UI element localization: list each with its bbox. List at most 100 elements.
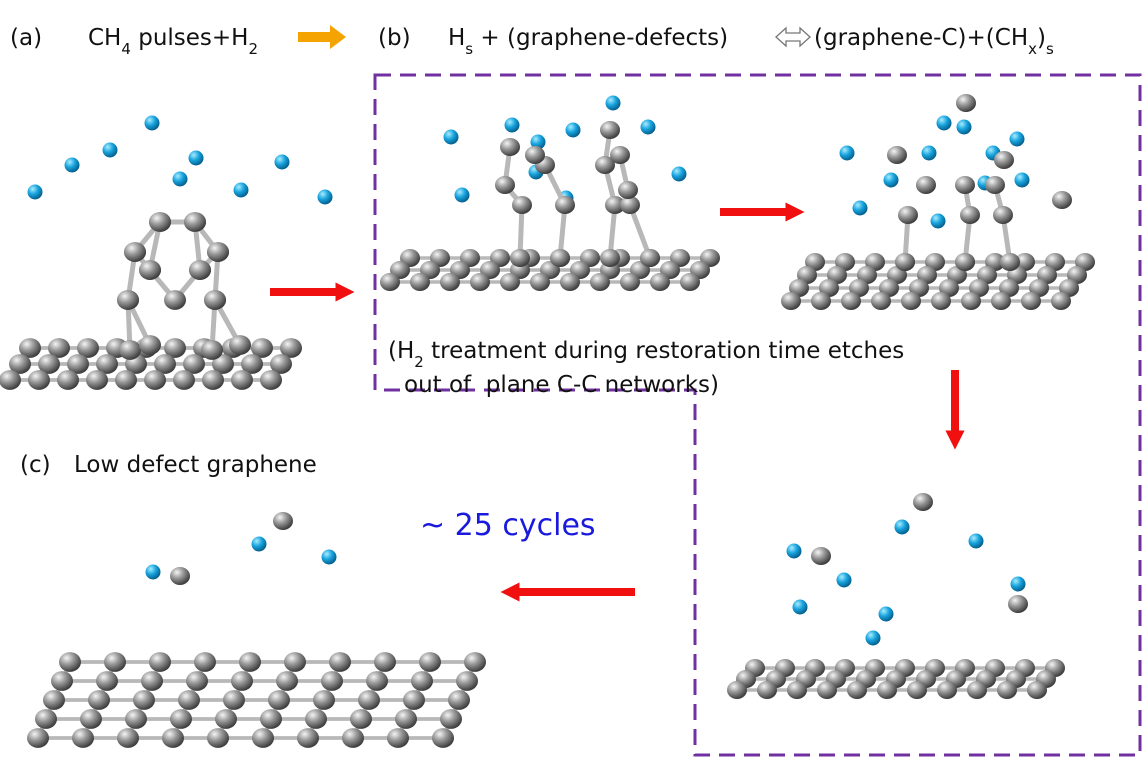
carbon-atom bbox=[411, 671, 433, 691]
text-part: s bbox=[1046, 40, 1054, 58]
hydrogen-atom bbox=[937, 116, 952, 131]
carbon-atom bbox=[231, 370, 253, 390]
hydrogen-atom bbox=[853, 201, 868, 216]
double-arrow bbox=[776, 28, 810, 46]
carbon-atom bbox=[464, 652, 486, 672]
carbon-atom bbox=[600, 249, 620, 267]
reaction-right: (graphene-C)+(CHx)s bbox=[814, 25, 1054, 58]
carbon-atom bbox=[117, 290, 139, 310]
carbon-atom bbox=[403, 690, 425, 710]
reaction-left: Hs + (graphene-defects) bbox=[448, 25, 728, 58]
caption: Low defect graphene bbox=[74, 452, 317, 478]
carbon-atom bbox=[284, 652, 306, 672]
carbon-atom bbox=[43, 690, 65, 710]
text-part: x bbox=[1028, 40, 1037, 58]
carbon-atom bbox=[149, 652, 171, 672]
carbon-atom bbox=[510, 249, 530, 267]
text-part: CH bbox=[88, 25, 121, 51]
carbon-atom bbox=[1008, 595, 1028, 613]
carbon-atom bbox=[811, 292, 831, 310]
carbon-atom bbox=[321, 671, 343, 691]
carbon-atom bbox=[260, 709, 282, 729]
hydrogen-atom bbox=[252, 537, 267, 552]
carbon-atom bbox=[787, 681, 807, 699]
carbon-atom bbox=[871, 292, 891, 310]
formula: CH4 pulses+H2 bbox=[88, 25, 258, 58]
carbon-atom bbox=[202, 370, 224, 390]
carbon-atom bbox=[931, 292, 951, 310]
carbon-atom bbox=[119, 340, 141, 360]
hydrogen-atom bbox=[145, 116, 160, 131]
carbon-atom bbox=[201, 340, 223, 360]
hydrogen-atom bbox=[931, 214, 946, 229]
carbon-atom bbox=[178, 690, 200, 710]
carbon-atom bbox=[273, 512, 293, 530]
carbon-atom bbox=[512, 196, 532, 214]
hydrogen-atom bbox=[173, 172, 188, 187]
hydrogen-atom bbox=[505, 118, 520, 133]
carbon-atom bbox=[530, 273, 550, 291]
carbon-atom bbox=[380, 273, 400, 291]
hydrogen-atom bbox=[866, 631, 881, 646]
carbon-atom bbox=[268, 690, 290, 710]
text-part: s bbox=[465, 40, 473, 58]
hydrogen-atom bbox=[672, 167, 687, 182]
carbon-atom bbox=[985, 176, 1005, 194]
carbon-atom bbox=[419, 652, 441, 672]
carbon-atom bbox=[313, 690, 335, 710]
hydrogen-atom bbox=[793, 600, 808, 615]
carbon-atom bbox=[817, 681, 837, 699]
hydrogen-atom bbox=[641, 120, 656, 135]
carbon-atom bbox=[194, 652, 216, 672]
carbon-atom bbox=[1027, 681, 1047, 699]
hydrogen-atom bbox=[1010, 132, 1025, 147]
carbon-atom bbox=[28, 370, 50, 390]
carbon-atom bbox=[956, 94, 976, 112]
carbon-atom bbox=[231, 671, 253, 691]
carbon-atom bbox=[440, 273, 460, 291]
carbon-atom bbox=[600, 121, 620, 139]
carbon-atom bbox=[96, 671, 118, 691]
carbon-atom bbox=[937, 681, 957, 699]
carbon-atom bbox=[0, 370, 21, 390]
hydrogen-atom bbox=[879, 607, 894, 622]
carbon-atom bbox=[640, 249, 660, 267]
carbon-atom bbox=[305, 709, 327, 729]
carbon-atom bbox=[189, 260, 211, 280]
carbon-atom bbox=[895, 253, 915, 271]
carbon-atom bbox=[207, 728, 229, 748]
carbon-atom bbox=[1052, 191, 1072, 209]
carbon-atom bbox=[57, 370, 79, 390]
carbon-atom bbox=[35, 709, 57, 729]
text-part: 2 bbox=[248, 40, 258, 58]
text-part: 4 bbox=[121, 40, 131, 58]
carbon-atom bbox=[164, 290, 186, 310]
carbon-atom bbox=[104, 652, 126, 672]
text-part: (H bbox=[388, 338, 414, 364]
carbon-atom bbox=[173, 370, 195, 390]
carbon-atom bbox=[207, 242, 229, 262]
hydrogen-atom bbox=[322, 550, 337, 565]
carbon-atom bbox=[781, 292, 801, 310]
note: (H2 treatment during restoration time et… bbox=[388, 338, 904, 371]
hydrogen-atom bbox=[275, 155, 290, 170]
carbon-atom bbox=[680, 273, 700, 291]
carbon-atom bbox=[184, 212, 206, 232]
carbon-atom bbox=[239, 652, 261, 672]
hydrogen-atom bbox=[840, 146, 855, 161]
hydrogen-atom bbox=[837, 573, 852, 588]
carbon-atom bbox=[170, 567, 190, 585]
carbon-atom bbox=[961, 292, 981, 310]
carbon-atom bbox=[170, 709, 192, 729]
text-part: 2 bbox=[414, 353, 424, 371]
hydrogen-atom bbox=[65, 158, 80, 173]
carbon-atom bbox=[80, 709, 102, 729]
carbon-atom bbox=[525, 146, 545, 164]
carbon-atom bbox=[139, 260, 161, 280]
carbon-atom bbox=[149, 212, 171, 232]
carbon-atom bbox=[618, 181, 638, 199]
text-part: H bbox=[448, 25, 465, 51]
carbon-atom bbox=[907, 681, 927, 699]
carbon-atom bbox=[329, 652, 351, 672]
carbon-atom bbox=[955, 253, 975, 271]
